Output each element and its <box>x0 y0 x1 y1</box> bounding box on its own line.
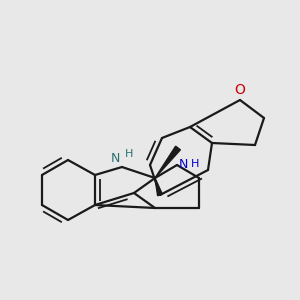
Text: H: H <box>125 149 134 159</box>
Text: O: O <box>235 83 245 97</box>
Text: N: N <box>111 152 120 165</box>
Text: H: H <box>191 159 200 169</box>
Text: N: N <box>179 158 188 170</box>
Polygon shape <box>155 146 180 178</box>
Polygon shape <box>155 178 162 196</box>
